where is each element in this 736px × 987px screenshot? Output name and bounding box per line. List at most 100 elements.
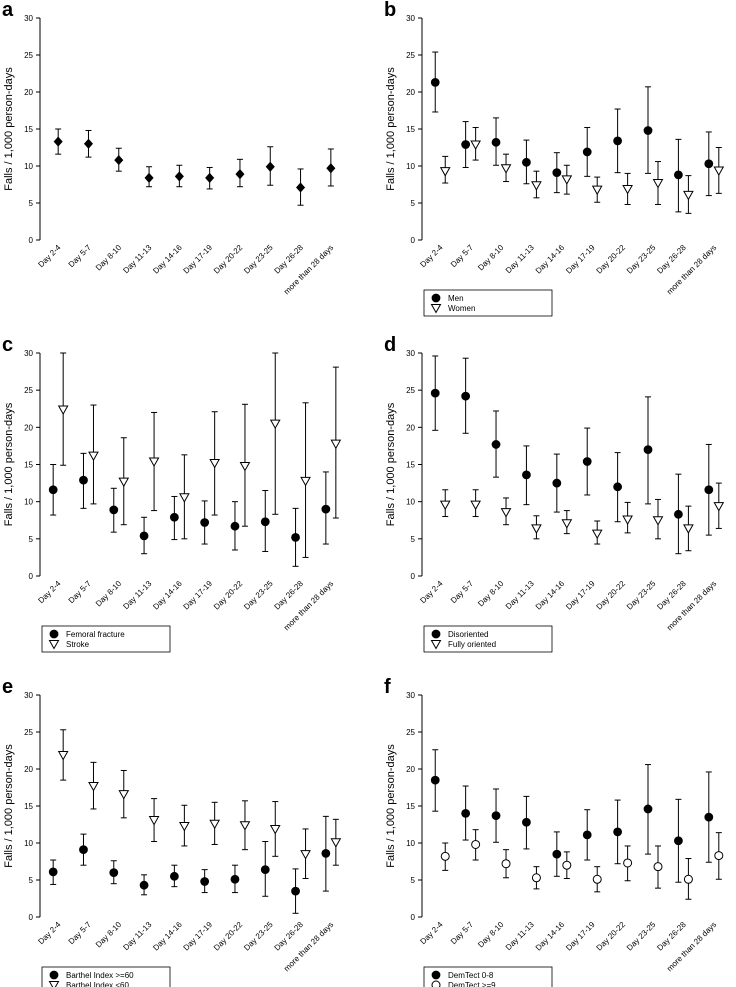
data-point bbox=[144, 172, 154, 183]
data-point bbox=[265, 161, 275, 172]
data-point bbox=[139, 880, 149, 890]
data-point bbox=[148, 457, 160, 468]
legend-marker bbox=[431, 980, 441, 987]
y-tick-label: 25 bbox=[24, 51, 33, 60]
data-point bbox=[57, 405, 69, 416]
legend-label: Barthel Index >=60 bbox=[66, 971, 134, 980]
x-category-label: Day 11-13 bbox=[121, 243, 153, 275]
data-point bbox=[88, 782, 99, 792]
y-tick-label: 15 bbox=[24, 461, 33, 470]
data-point bbox=[591, 185, 603, 196]
x-category-label: Day 17-19 bbox=[182, 243, 215, 276]
panel-a: a 0 5 10 15 20 25 30 Falls / 1,000 person-days Da… bbox=[2, 0, 336, 296]
data-point bbox=[683, 524, 694, 534]
x-category-label: Day 5-7 bbox=[449, 579, 476, 606]
legend-marker bbox=[48, 640, 60, 650]
x-category-label: Day 17-19 bbox=[564, 920, 597, 953]
data-point bbox=[239, 461, 251, 472]
data-point bbox=[260, 517, 270, 527]
data-point bbox=[235, 169, 245, 180]
x-category-label: Day 2-4 bbox=[418, 243, 445, 270]
y-axis-label: Falls / 1,000 person-days bbox=[385, 744, 397, 868]
y-tick-label: 30 bbox=[24, 14, 33, 23]
data-point bbox=[592, 874, 602, 884]
legend-label: DemTect >=9 bbox=[448, 981, 496, 987]
data-point bbox=[430, 77, 440, 87]
y-tick-label: 15 bbox=[24, 125, 33, 134]
y-tick-label: 20 bbox=[24, 765, 33, 774]
panel-c: c 0 5 10 15 20 25 30 Falls / 1,000 person-days Da… bbox=[2, 334, 342, 653]
legend-marker bbox=[49, 970, 59, 980]
x-category-label: Day 20-22 bbox=[212, 579, 245, 612]
data-point bbox=[522, 157, 531, 167]
data-point bbox=[500, 508, 512, 518]
legend-marker bbox=[430, 640, 442, 650]
y-tick-label: 5 bbox=[411, 535, 416, 544]
data-point bbox=[582, 147, 592, 157]
data-point bbox=[613, 827, 623, 837]
data-point bbox=[471, 839, 481, 849]
data-point bbox=[561, 175, 573, 185]
data-point bbox=[230, 874, 240, 884]
x-category-label: Day 20-22 bbox=[212, 920, 245, 953]
data-point bbox=[200, 518, 210, 527]
y-tick-label: 30 bbox=[24, 691, 33, 700]
data-point bbox=[269, 824, 281, 835]
panel-e-letter: e bbox=[2, 676, 13, 698]
y-tick-label: 0 bbox=[411, 572, 416, 581]
x-category-label: Day 5-7 bbox=[67, 243, 94, 270]
y-tick-label: 30 bbox=[406, 349, 415, 358]
y-tick-label: 0 bbox=[29, 236, 34, 245]
x-category-label: Day 20-22 bbox=[595, 243, 628, 276]
legend-marker bbox=[431, 970, 441, 980]
y-tick-label: 25 bbox=[24, 386, 33, 395]
data-point bbox=[552, 849, 562, 859]
x-category-label: Day 20-22 bbox=[595, 920, 628, 953]
x-category-label: Day 11-13 bbox=[121, 920, 153, 952]
data-point bbox=[118, 477, 130, 488]
data-point bbox=[683, 874, 693, 884]
x-category-label: Day 14-16 bbox=[534, 920, 567, 953]
y-tick-label: 25 bbox=[406, 386, 415, 395]
x-category-label: Day 2-4 bbox=[36, 243, 63, 270]
y-tick-label: 0 bbox=[411, 913, 416, 922]
data-point bbox=[674, 509, 683, 519]
data-point bbox=[613, 136, 623, 146]
data-point bbox=[48, 485, 58, 495]
data-point bbox=[79, 845, 88, 855]
data-point bbox=[591, 529, 603, 540]
data-point bbox=[79, 475, 88, 485]
y-tick-label: 10 bbox=[24, 498, 33, 507]
data-point bbox=[230, 521, 240, 531]
y-tick-label: 20 bbox=[406, 423, 415, 432]
data-point bbox=[713, 502, 725, 512]
data-point bbox=[439, 167, 451, 177]
data-point bbox=[714, 851, 724, 861]
data-point bbox=[531, 524, 542, 534]
x-category-label: Day 8-10 bbox=[476, 920, 506, 950]
data-point bbox=[491, 811, 501, 821]
panel-d: d 0 5 10 15 20 25 30 Falls / 1,000 person-days Da… bbox=[384, 334, 725, 653]
legend-label: DemTect 0-8 bbox=[448, 971, 494, 980]
y-tick-label: 20 bbox=[406, 765, 415, 774]
data-point bbox=[622, 184, 633, 195]
data-point bbox=[269, 419, 281, 430]
legend-box bbox=[41, 966, 171, 987]
data-point bbox=[209, 819, 221, 830]
y-tick-label: 0 bbox=[29, 913, 34, 922]
panel-c-letter: c bbox=[2, 334, 13, 356]
data-point bbox=[552, 168, 562, 178]
legend-label: Femoral fracture bbox=[66, 630, 125, 639]
x-category-label: Day 5-7 bbox=[67, 920, 94, 947]
y-tick-label: 10 bbox=[406, 162, 415, 171]
panel-d-letter: d bbox=[384, 334, 396, 356]
data-point bbox=[209, 459, 221, 469]
x-category-label: Day 8-10 bbox=[94, 243, 124, 273]
data-point bbox=[461, 140, 471, 149]
x-category-label: Day 5-7 bbox=[449, 243, 476, 270]
legend-marker bbox=[431, 293, 441, 303]
x-category-label: Day 8-10 bbox=[94, 920, 124, 950]
data-point bbox=[109, 505, 119, 515]
data-point bbox=[321, 504, 331, 514]
legend-box bbox=[423, 625, 553, 653]
